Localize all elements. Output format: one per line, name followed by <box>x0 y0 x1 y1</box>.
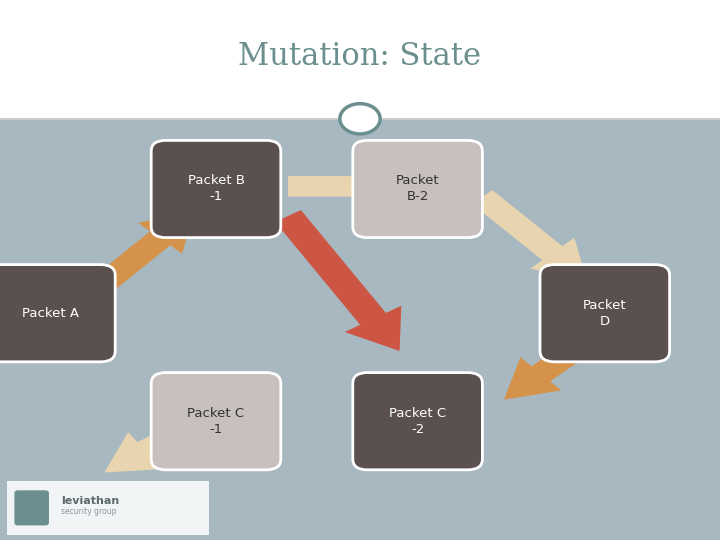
Text: Packet
B-2: Packet B-2 <box>396 174 439 204</box>
FancyBboxPatch shape <box>353 373 482 470</box>
FancyBboxPatch shape <box>14 490 49 525</box>
FancyBboxPatch shape <box>0 119 720 540</box>
FancyBboxPatch shape <box>0 0 720 119</box>
FancyArrow shape <box>356 380 475 425</box>
Text: Packet A: Packet A <box>22 307 79 320</box>
FancyArrow shape <box>472 190 587 281</box>
FancyArrow shape <box>275 210 401 351</box>
Text: security group: security group <box>61 508 117 516</box>
Text: leviathan: leviathan <box>61 496 120 506</box>
FancyArrow shape <box>91 211 194 293</box>
Text: Packet C
-2: Packet C -2 <box>389 407 446 436</box>
FancyBboxPatch shape <box>540 265 670 362</box>
Text: Packet B
-1: Packet B -1 <box>187 174 245 204</box>
FancyArrow shape <box>104 405 224 472</box>
FancyBboxPatch shape <box>151 373 281 470</box>
Text: Packet C
-1: Packet C -1 <box>187 407 245 436</box>
FancyArrow shape <box>504 319 618 400</box>
FancyBboxPatch shape <box>151 140 281 238</box>
Text: Mutation: State: Mutation: State <box>238 41 482 72</box>
FancyBboxPatch shape <box>7 481 209 535</box>
FancyBboxPatch shape <box>353 140 482 238</box>
Text: Packet
D: Packet D <box>583 299 626 328</box>
Circle shape <box>340 104 380 134</box>
FancyArrow shape <box>288 164 400 209</box>
FancyBboxPatch shape <box>0 265 115 362</box>
